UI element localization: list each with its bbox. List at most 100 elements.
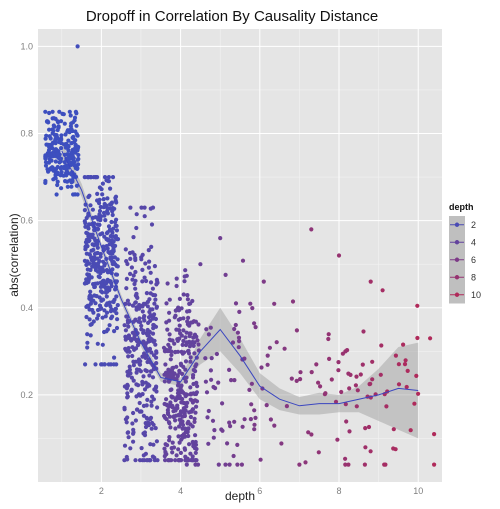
data-point: [227, 367, 232, 372]
data-point: [180, 350, 186, 355]
data-point: [141, 328, 146, 333]
data-point: [322, 392, 327, 397]
data-point: [169, 458, 174, 463]
data-point: [134, 394, 139, 399]
data-point: [185, 421, 190, 426]
legend-title: depth: [449, 202, 474, 212]
data-point: [167, 345, 173, 350]
data-point: [340, 351, 345, 356]
data-point: [126, 335, 132, 341]
data-point: [383, 462, 388, 467]
data-point: [216, 380, 221, 385]
data-point: [75, 157, 80, 162]
data-point: [151, 442, 156, 447]
data-point: [137, 302, 142, 308]
data-point: [91, 247, 96, 252]
data-point: [193, 458, 198, 463]
data-point: [138, 359, 143, 364]
data-point: [66, 144, 71, 149]
data-point: [145, 348, 150, 353]
data-point: [114, 200, 119, 205]
data-point: [98, 289, 104, 294]
data-point: [408, 428, 413, 433]
data-point: [53, 147, 59, 152]
data-point: [166, 367, 171, 372]
data-point: [128, 256, 133, 261]
data-point: [151, 422, 156, 427]
data-point: [111, 299, 116, 305]
data-point: [186, 348, 191, 353]
data-point: [415, 303, 420, 308]
data-point: [370, 377, 375, 382]
data-point: [183, 359, 189, 364]
data-point: [105, 327, 110, 332]
data-point: [134, 370, 139, 375]
data-point: [339, 389, 344, 395]
data-point: [67, 109, 72, 114]
data-point: [178, 385, 183, 390]
data-point: [131, 235, 136, 240]
data-point: [294, 328, 299, 333]
data-point: [183, 342, 189, 348]
data-point: [180, 396, 185, 402]
x-axis-title: depth: [225, 489, 255, 503]
data-point: [193, 410, 198, 415]
data-point: [203, 356, 208, 361]
data-point: [73, 142, 78, 147]
data-point: [151, 292, 156, 298]
data-point: [113, 195, 118, 200]
data-point-outlier: [380, 288, 385, 293]
data-point: [115, 257, 120, 262]
data-point: [180, 426, 185, 431]
data-point: [236, 335, 242, 340]
data-point: [59, 186, 64, 191]
data-point: [115, 237, 120, 242]
data-point: [401, 342, 406, 347]
data-point-outlier: [261, 279, 266, 284]
data-point: [174, 276, 179, 281]
data-point: [195, 384, 200, 389]
data-point: [138, 393, 143, 398]
data-point: [139, 257, 144, 262]
data-point: [360, 362, 365, 367]
data-point: [88, 333, 93, 338]
data-point: [228, 424, 233, 429]
data-point: [87, 317, 92, 322]
data-point: [366, 424, 372, 430]
data-point: [84, 215, 89, 221]
data-point-outlier: [75, 44, 80, 49]
data-point: [143, 380, 148, 385]
data-point: [137, 316, 142, 321]
data-point: [178, 450, 183, 455]
data-point: [165, 411, 171, 417]
data-point: [84, 304, 89, 309]
data-point: [128, 205, 133, 210]
data-point: [131, 378, 136, 383]
data-point: [229, 378, 234, 383]
data-point: [125, 373, 130, 378]
data-point: [336, 360, 341, 365]
data-point: [102, 175, 108, 180]
data-point: [194, 446, 199, 452]
data-point: [110, 314, 115, 319]
data-point: [47, 127, 52, 132]
data-point: [172, 315, 177, 320]
data-point: [183, 268, 188, 273]
data-points: [43, 44, 437, 467]
data-point: [92, 257, 97, 262]
data-point: [142, 275, 147, 280]
data-point: [265, 353, 270, 358]
data-point: [252, 321, 257, 326]
data-point: [112, 206, 117, 211]
y-tick-label: 0.6: [20, 216, 33, 226]
data-point: [396, 362, 401, 367]
data-point: [368, 381, 373, 386]
data-point: [182, 447, 188, 452]
data-point: [173, 458, 178, 463]
chart-title: Dropoff in Correlation By Causality Dist…: [86, 8, 378, 25]
data-point: [144, 458, 149, 463]
data-point: [235, 330, 240, 335]
data-point: [97, 185, 102, 190]
data-point: [50, 167, 55, 172]
data-point: [134, 291, 139, 296]
